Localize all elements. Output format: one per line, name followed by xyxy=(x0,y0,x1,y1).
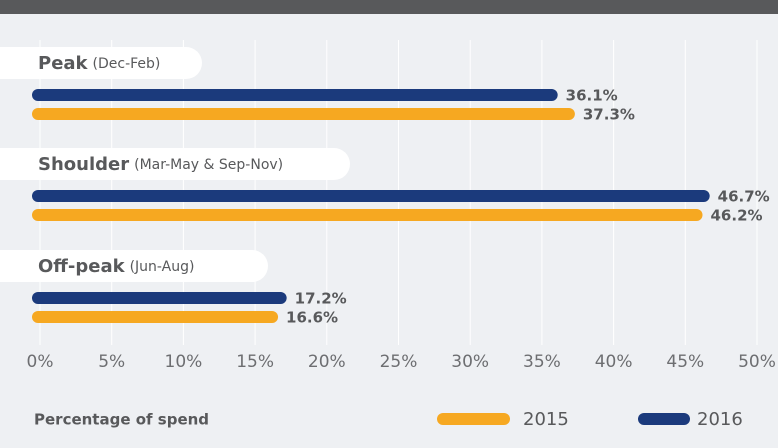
x-tick-label: 45% xyxy=(666,352,704,372)
x-tick-label: 0% xyxy=(27,352,54,372)
legend-label: 2015 xyxy=(523,409,569,430)
bar xyxy=(32,190,710,202)
category-label-box xyxy=(0,250,268,282)
category-label: Peak (Dec-Feb) xyxy=(38,53,160,74)
value-label: 36.1% xyxy=(566,87,618,105)
category-label-box xyxy=(0,148,350,180)
x-tick-label: 5% xyxy=(98,352,125,372)
category-name: Off-peak xyxy=(38,256,126,277)
x-tick-label: 25% xyxy=(380,352,418,372)
category-note: (Jun-Aug) xyxy=(130,259,195,275)
x-tick-label: 50% xyxy=(738,352,776,372)
x-axis-label: Percentage of spend xyxy=(34,411,209,429)
category-name: Shoulder xyxy=(38,154,129,175)
top-band xyxy=(0,0,778,14)
bar xyxy=(32,108,575,120)
x-tick-label: 30% xyxy=(451,352,489,372)
value-label: 37.3% xyxy=(583,106,635,124)
bar xyxy=(32,89,558,101)
category-label: Shoulder (Mar-May & Sep-Nov) xyxy=(38,154,283,175)
category-name: Peak xyxy=(38,53,89,74)
value-label: 16.6% xyxy=(286,309,338,327)
x-tick-label: 35% xyxy=(523,352,561,372)
legend-label: 2016 xyxy=(697,409,743,430)
value-label: 46.2% xyxy=(711,207,763,225)
value-label: 46.7% xyxy=(718,188,770,206)
x-tick-label: 15% xyxy=(236,352,274,372)
category-note: (Mar-May & Sep-Nov) xyxy=(134,157,283,173)
category-label-box xyxy=(0,47,202,79)
category-note: (Dec-Feb) xyxy=(93,56,161,72)
x-tick-label: 20% xyxy=(308,352,346,372)
bar xyxy=(32,311,279,323)
bar xyxy=(32,292,287,304)
value-label: 17.2% xyxy=(295,290,347,308)
x-tick-label: 40% xyxy=(595,352,633,372)
bar xyxy=(32,209,703,221)
x-tick-label: 10% xyxy=(165,352,203,372)
category-label: Off-peak (Jun-Aug) xyxy=(38,256,194,277)
